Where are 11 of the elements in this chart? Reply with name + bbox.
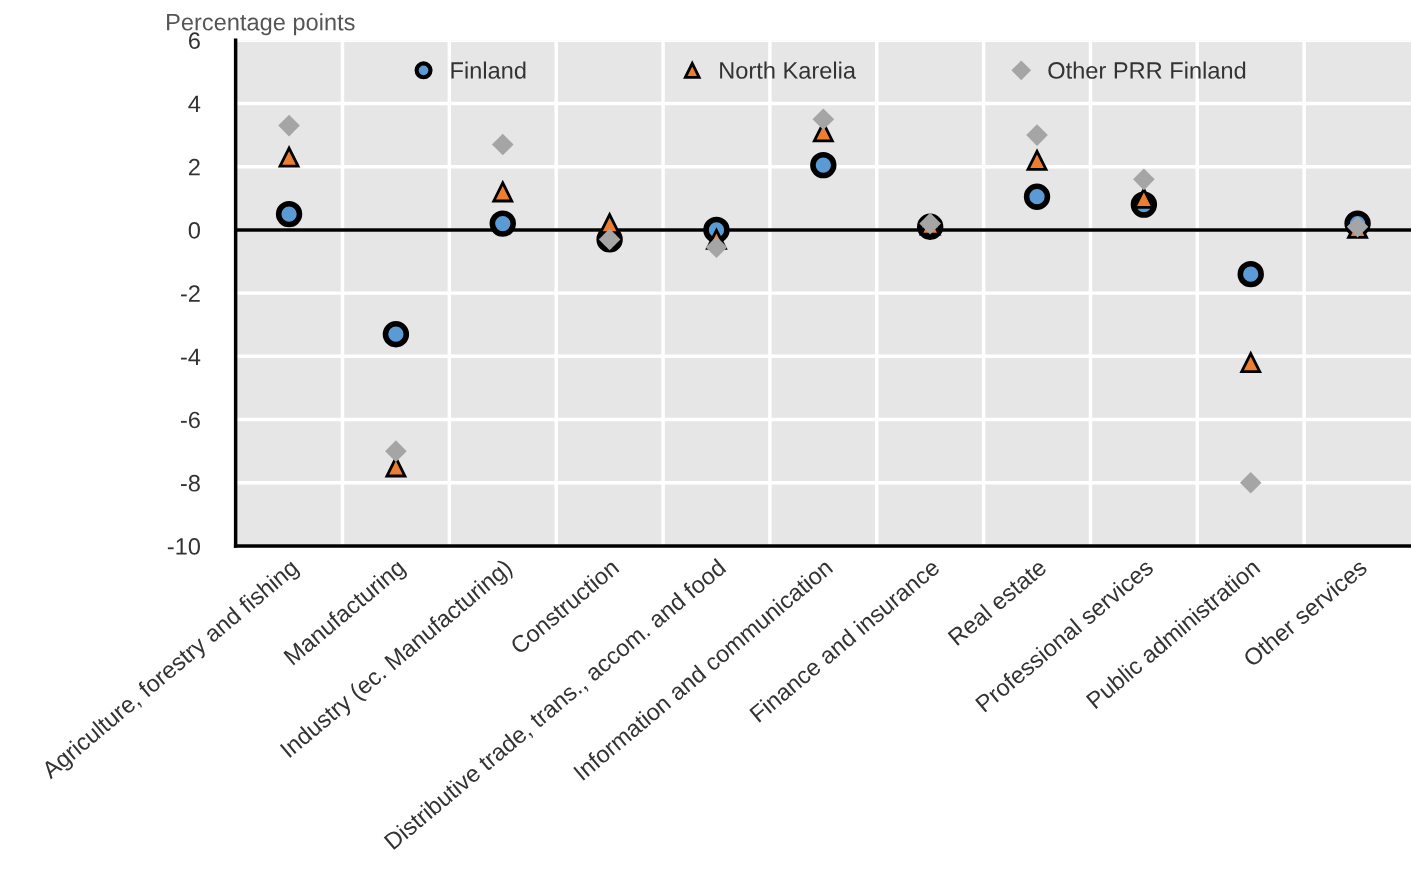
y-tick-label: -6 <box>180 411 200 429</box>
legend-label: North Karelia <box>720 61 856 79</box>
y-tick-label: -2 <box>180 285 200 302</box>
y-tick-label: 2 <box>188 158 200 176</box>
y-tick-label: -4 <box>180 348 201 365</box>
legend-label: Other PRR Finland <box>1048 61 1246 79</box>
legend-label: Finland <box>451 61 526 79</box>
y-tick-label: 0 <box>188 221 200 239</box>
y-tick-label: 4 <box>188 95 201 113</box>
y-tick-label: -8 <box>180 474 200 492</box>
y-tick-label: -10 <box>167 538 200 555</box>
